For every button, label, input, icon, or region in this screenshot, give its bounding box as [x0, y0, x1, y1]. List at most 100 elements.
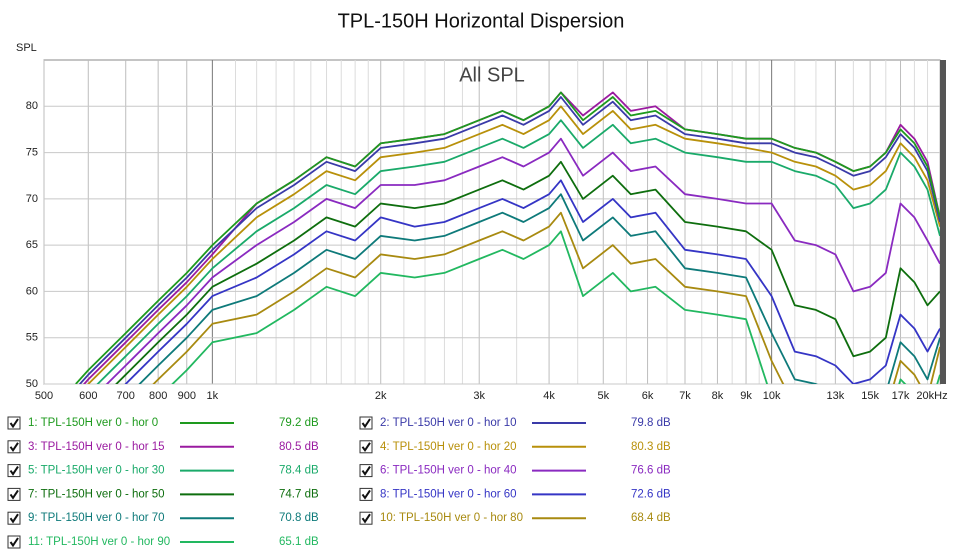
x-tick-label: 7k: [679, 390, 691, 402]
x-tick-label: 9k: [740, 390, 752, 402]
x-tick-label: 800: [149, 390, 167, 402]
legend-label: 6: TPL-150H ver 0 - hor 40: [380, 465, 517, 477]
checkbox-check[interactable]: [361, 466, 371, 476]
x-tick-label: 17k: [892, 390, 910, 402]
legend-value: 76.6 dB: [631, 465, 671, 477]
y-tick-label: 70: [26, 193, 38, 205]
legend-label: 2: TPL-150H ver 0 - hor 10: [380, 417, 517, 429]
plot-area: [43, 59, 941, 385]
series-line: [138, 193, 940, 384]
checkbox-box[interactable]: [7, 511, 21, 525]
series-line: [78, 96, 940, 384]
legend-checkbox[interactable]: [359, 464, 373, 478]
y-tick-label: 65: [26, 239, 38, 251]
legend-checkbox[interactable]: [7, 464, 21, 478]
checkbox-check[interactable]: [9, 513, 19, 524]
checkbox-box[interactable]: [359, 440, 373, 454]
legend: 1: TPL-150H ver 0 - hor 0 79.2 dB 2: TPL-1…: [7, 416, 671, 549]
legend-entry: 1: TPL-150H ver 0 - hor 0 79.2 dB: [7, 416, 319, 430]
legend-label: 11: TPL-150H ver 0 - hor 90: [28, 536, 170, 548]
legend-checkbox[interactable]: [7, 511, 21, 525]
x-tick-label: 900: [178, 390, 196, 402]
legend-entry: 4: TPL-150H ver 0 - hor 20 80.3 dB: [359, 440, 671, 454]
legend-label: 9: TPL-150H ver 0 - hor 70: [28, 512, 165, 524]
x-tick-label: 13k: [826, 390, 844, 402]
y-tick-label: 55: [26, 332, 38, 344]
x-tick-label: 6k: [642, 390, 654, 402]
legend-entry: 11: TPL-150H ver 0 - hor 90 65.1 dB: [7, 535, 319, 549]
y-tick-label: 60: [26, 285, 38, 297]
x-tick-label: 10k: [763, 390, 781, 402]
legend-checkbox[interactable]: [7, 440, 21, 454]
checkbox-box[interactable]: [359, 487, 373, 501]
series-line: [152, 211, 940, 384]
legend-entry: 9: TPL-150H ver 0 - hor 70 70.8 dB: [7, 511, 319, 525]
x-tick-label: 5k: [597, 390, 609, 402]
checkbox-check[interactable]: [361, 418, 371, 429]
checkbox-check[interactable]: [9, 466, 19, 476]
legend-value: 74.7 dB: [279, 488, 319, 500]
x-tick-label: 8k: [712, 390, 724, 402]
checkbox-check[interactable]: [9, 537, 19, 548]
y-tick-label: 50: [26, 378, 38, 390]
series-line: [105, 137, 940, 384]
axes: 500 600 700 800 900 1k 2k 3k 4k 5k 6k 7k 8k 9k 10k 13k 1…: [26, 100, 948, 402]
legend-checkbox[interactable]: [359, 511, 373, 525]
series-line: [124, 179, 940, 384]
legend-entry: 10: TPL-150H ver 0 - hor 80 68.4 dB: [359, 511, 671, 525]
legend-checkbox[interactable]: [7, 487, 21, 501]
legend-label: 4: TPL-150H ver 0 - hor 20: [380, 441, 517, 453]
plot-edge: [940, 60, 946, 384]
legend-label: 1: TPL-150H ver 0 - hor 0: [28, 417, 158, 429]
legend-entry: 7: TPL-150H ver 0 - hor 50 74.7 dB: [7, 487, 319, 501]
legend-checkbox[interactable]: [359, 416, 373, 430]
x-tick-label: 2k: [375, 390, 387, 402]
checkbox-box[interactable]: [359, 464, 373, 478]
series-line: [115, 160, 940, 384]
checkbox-check[interactable]: [9, 489, 19, 500]
y-axis-label: SPL: [16, 42, 37, 54]
legend-checkbox[interactable]: [7, 535, 21, 549]
x-tick-label: 20kHz: [916, 390, 947, 402]
legend-value: 70.8 dB: [279, 512, 319, 524]
grid: [43, 60, 941, 385]
legend-entry: 8: TPL-150H ver 0 - hor 60 72.6 dB: [359, 487, 671, 501]
x-tick-label: 15k: [861, 390, 879, 402]
series-lines: [75, 91, 940, 384]
chart-subtitle: All SPL: [459, 64, 525, 86]
legend-checkbox[interactable]: [7, 416, 21, 430]
series-line: [75, 91, 940, 384]
checkbox-box[interactable]: [7, 487, 21, 501]
checkbox-box[interactable]: [359, 416, 373, 430]
checkbox-check[interactable]: [361, 489, 371, 500]
checkbox-box[interactable]: [359, 511, 373, 525]
legend-value: 80.3 dB: [631, 441, 671, 453]
series-line: [96, 119, 940, 384]
checkbox-check[interactable]: [361, 442, 371, 453]
legend-value: 79.2 dB: [279, 417, 319, 429]
checkbox-box[interactable]: [7, 464, 21, 478]
legend-value: 72.6 dB: [631, 488, 671, 500]
checkbox-check[interactable]: [9, 418, 19, 429]
legend-entry: 3: TPL-150H ver 0 - hor 15 80.5 dB: [7, 440, 319, 454]
checkbox-box[interactable]: [7, 416, 21, 430]
checkbox-box[interactable]: [7, 535, 21, 549]
legend-value: 68.4 dB: [631, 512, 671, 524]
legend-checkbox[interactable]: [359, 487, 373, 501]
legend-value: 78.4 dB: [279, 465, 319, 477]
legend-label: 5: TPL-150H ver 0 - hor 30: [28, 465, 165, 477]
legend-value: 80.5 dB: [279, 441, 319, 453]
x-tick-label: 4k: [543, 390, 555, 402]
legend-value: 65.1 dB: [279, 536, 319, 548]
y-tick-label: 75: [26, 146, 38, 158]
y-tick-label: 80: [26, 100, 38, 112]
legend-label: 8: TPL-150H ver 0 - hor 60: [380, 488, 517, 500]
checkbox-check[interactable]: [9, 442, 19, 453]
legend-label: 3: TPL-150H ver 0 - hor 15: [28, 441, 165, 453]
legend-checkbox[interactable]: [359, 440, 373, 454]
series-line: [87, 105, 940, 384]
legend-value: 79.8 dB: [631, 417, 671, 429]
checkbox-box[interactable]: [7, 440, 21, 454]
checkbox-check[interactable]: [361, 513, 371, 524]
